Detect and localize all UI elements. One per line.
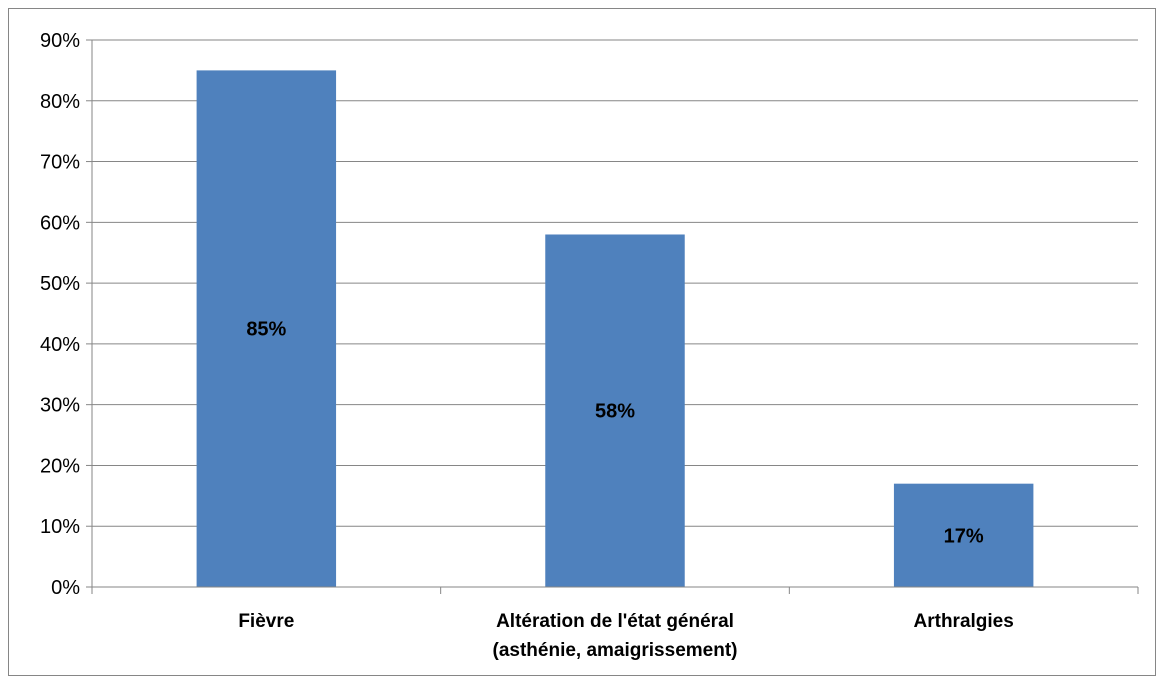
y-tick-label: 70%: [40, 152, 80, 174]
y-tick-label: 0%: [51, 577, 80, 599]
data-label: 17%: [944, 525, 984, 547]
y-tick-label: 80%: [40, 91, 80, 113]
x-category-label: Altération de l'état général: [496, 611, 734, 632]
x-category-label: Fièvre: [238, 611, 294, 632]
bar: [893, 483, 1034, 587]
bar: [196, 70, 337, 587]
y-tick-label: 30%: [40, 395, 80, 417]
bar: [545, 234, 685, 587]
y-tick-label: 10%: [40, 516, 80, 538]
y-tick-label: 40%: [40, 334, 80, 356]
axes: [91, 40, 1139, 594]
y-tick-label: 90%: [40, 30, 80, 52]
bars: [196, 70, 1034, 587]
x-axis-labels: Fièvre Altération de l'état général (asthé…: [238, 611, 1013, 661]
data-label: 58%: [595, 401, 635, 423]
data-label: 85%: [246, 319, 286, 341]
y-axis-ticks: 0% 10% 20% 30% 40% 50% 60% 70% 80% 90%: [40, 30, 92, 599]
y-tick-label: 60%: [40, 212, 80, 234]
y-tick-label: 20%: [40, 455, 80, 477]
x-category-label: Arthralgies: [914, 611, 1014, 632]
data-labels: 85% 58% 17%: [246, 319, 984, 548]
x-category-label: (asthénie, amaigrissement): [493, 640, 738, 661]
y-tick-label: 50%: [40, 273, 80, 295]
